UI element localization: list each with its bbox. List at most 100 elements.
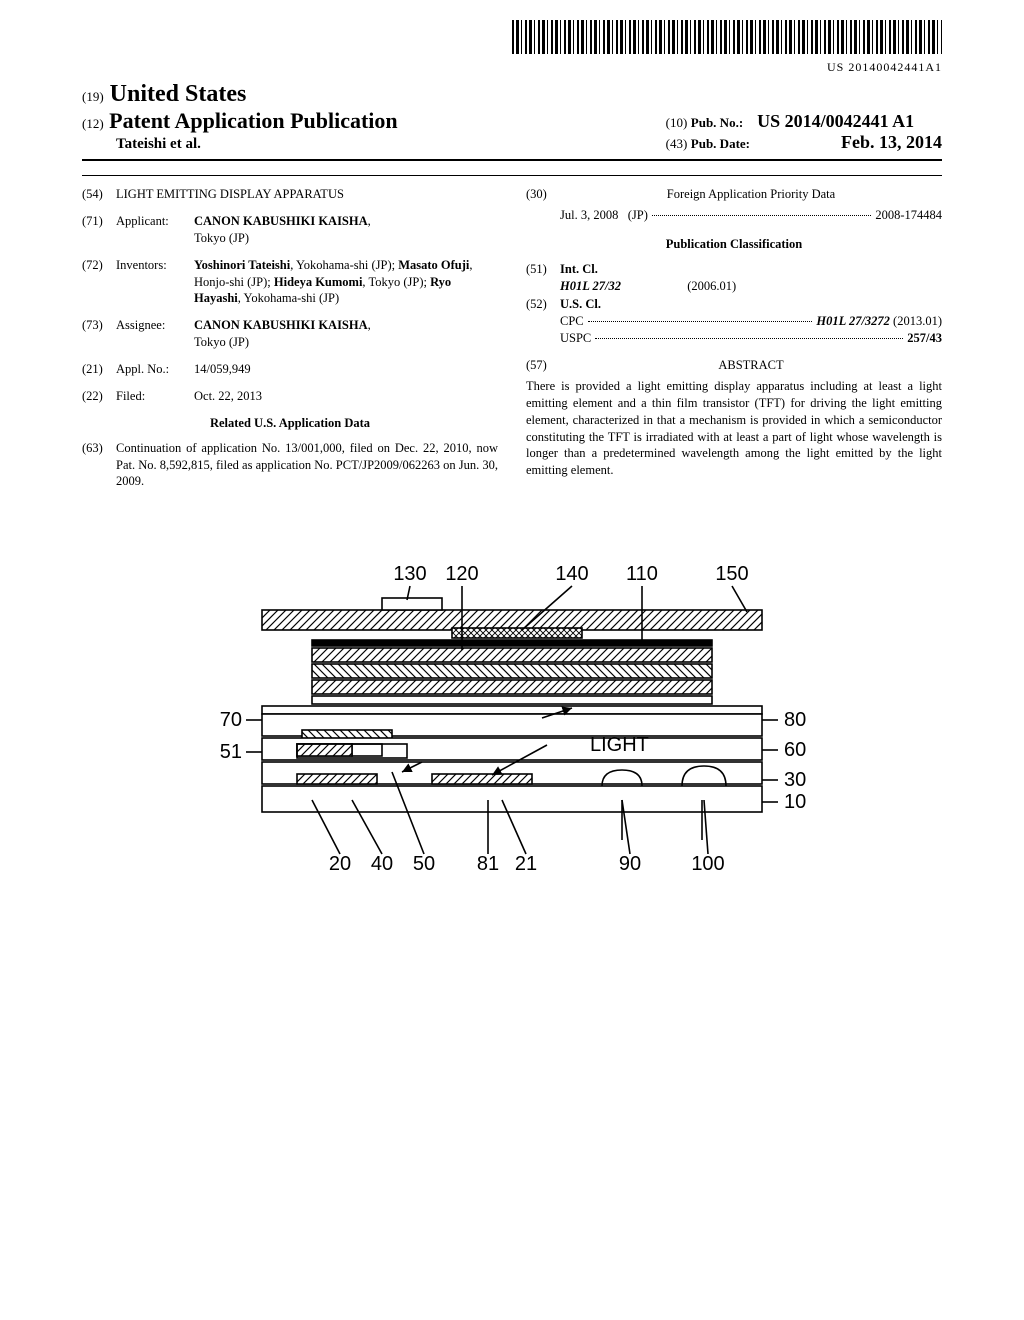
flabel-22: Filed:: [116, 388, 194, 405]
fval-21: 14/059,949: [194, 361, 498, 378]
fval-73: CANON KABUSHIKI KAISHA, Tokyo (JP): [194, 317, 498, 351]
dots-icon: [652, 215, 871, 216]
svg-text:130: 130: [393, 563, 426, 585]
uspc-row: USPC 257/43: [560, 330, 942, 347]
related-title: Related U.S. Application Data: [82, 415, 498, 432]
fnum-22: (22): [82, 388, 116, 405]
barcode-graphic: [512, 20, 942, 54]
fval-72: Yoshinori Tateishi, Yokohama-shi (JP); M…: [194, 257, 498, 308]
pubclass-title: Publication Classification: [526, 236, 942, 253]
fnum-30: (30): [526, 186, 560, 203]
code12: (12): [82, 116, 104, 131]
cpc-code: H01L 27/3272: [816, 313, 890, 330]
applicant-name: CANON KABUSHIKI KAISHA: [194, 214, 368, 228]
barcode-block: [82, 20, 942, 58]
uscl-label: U.S. Cl.: [560, 297, 601, 311]
priority-appno: 2008-174484: [875, 207, 942, 224]
field-30: (30) Foreign Application Priority Data: [526, 186, 942, 203]
svg-text:51: 51: [220, 741, 242, 763]
fnum-63: (63): [82, 440, 116, 491]
uspc-label: USPC: [560, 330, 591, 347]
header-row: (19) United States (12) Patent Applicati…: [82, 81, 942, 161]
priority-cc: (JP): [628, 207, 648, 224]
biblio-columns: (54) LIGHT EMITTING DISPLAY APPARATUS (7…: [82, 175, 942, 500]
inv1: Yoshinori Tateishi: [194, 258, 290, 272]
field-52: (52) U.S. Cl. CPC H01L 27/3272 (2013.01)…: [526, 296, 942, 347]
inv3: Hideya Kumomi: [274, 275, 363, 289]
svg-text:120: 120: [445, 563, 478, 585]
fnum-21: (21): [82, 361, 116, 378]
svg-text:20: 20: [329, 853, 351, 875]
dots-icon: [595, 338, 903, 339]
barcode-text: US 20140042441A1: [82, 60, 942, 75]
field-72: (72) Inventors: Yoshinori Tateishi, Yoko…: [82, 257, 498, 308]
uspc-code: 257/43: [907, 330, 942, 347]
pubno-label: Pub. No.:: [691, 115, 743, 130]
left-column: (54) LIGHT EMITTING DISPLAY APPARATUS (7…: [82, 186, 498, 500]
svg-text:140: 140: [555, 563, 588, 585]
intcl-label: Int. Cl.: [560, 262, 598, 276]
svg-text:60: 60: [784, 739, 806, 761]
flabel-73: Assignee:: [116, 317, 194, 351]
fnum-71: (71): [82, 213, 116, 247]
fnum-51: (51): [526, 261, 560, 295]
right-column: (30) Foreign Application Priority Data J…: [526, 186, 942, 500]
flabel-21: Appl. No.:: [116, 361, 194, 378]
fval-52: U.S. Cl. CPC H01L 27/3272 (2013.01) USPC…: [560, 296, 942, 347]
field-51: (51) Int. Cl. H01L 27/32 (2006.01): [526, 261, 942, 295]
cpc-row: CPC H01L 27/3272 (2013.01): [560, 313, 942, 330]
field-54: (54) LIGHT EMITTING DISPLAY APPARATUS: [82, 186, 498, 203]
inv3b: , Tokyo (JP);: [362, 275, 430, 289]
fval-22: Oct. 22, 2013: [194, 388, 498, 405]
svg-text:30: 30: [784, 769, 806, 791]
pubdate: Feb. 13, 2014: [841, 132, 942, 152]
title-30: Foreign Application Priority Data: [560, 186, 942, 203]
fval-51: Int. Cl. H01L 27/32 (2006.01): [560, 261, 942, 295]
fnum-73: (73): [82, 317, 116, 351]
intcl-ver: (2006.01): [687, 279, 736, 293]
field-63: (63) Continuation of application No. 13/…: [82, 440, 498, 491]
svg-text:70: 70: [220, 709, 242, 731]
pubdate-label: Pub. Date:: [691, 136, 750, 151]
field-71: (71) Applicant: CANON KABUSHIKI KAISHA, …: [82, 213, 498, 247]
code43: (43): [666, 136, 688, 151]
field-57: (57) ABSTRACT: [526, 357, 942, 374]
svg-text:10: 10: [784, 791, 806, 813]
field-73: (73) Assignee: CANON KABUSHIKI KAISHA, T…: [82, 317, 498, 351]
applicant-loc: Tokyo (JP): [194, 231, 249, 245]
fnum-57: (57): [526, 357, 560, 374]
svg-text:90: 90: [619, 853, 641, 875]
flabel-71: Applicant:: [116, 213, 194, 247]
fval-71: CANON KABUSHIKI KAISHA, Tokyo (JP): [194, 213, 498, 247]
fnum-54: (54): [82, 186, 116, 203]
assignee-name: CANON KABUSHIKI KAISHA: [194, 318, 368, 332]
country: United States: [110, 81, 247, 107]
field-21: (21) Appl. No.: 14/059,949: [82, 361, 498, 378]
assignee-loc: Tokyo (JP): [194, 335, 249, 349]
code10: (10): [666, 115, 688, 130]
flabel-72: Inventors:: [116, 257, 194, 308]
authors: Tateishi et al.: [116, 136, 398, 153]
title-57: ABSTRACT: [560, 357, 942, 374]
header-left: (19) United States (12) Patent Applicati…: [82, 81, 398, 153]
svg-text:LIGHT: LIGHT: [590, 734, 649, 756]
cpc-ver: (2013.01): [893, 313, 942, 330]
fnum-52: (52): [526, 296, 560, 347]
svg-text:50: 50: [413, 853, 435, 875]
intcl-code: H01L 27/32: [560, 279, 621, 293]
inv1b: , Yokohama-shi (JP);: [290, 258, 395, 272]
patent-figure: LIGHT13012014011015070518060301020405081…: [192, 540, 832, 900]
abstract-text: There is provided a light emitting displ…: [526, 378, 942, 479]
field-22: (22) Filed: Oct. 22, 2013: [82, 388, 498, 405]
fval-63: Continuation of application No. 13/001,0…: [116, 440, 498, 491]
dots-icon: [588, 321, 813, 322]
header-right: (10) Pub. No.: US 2014/0042441 A1 (43) P…: [666, 111, 942, 153]
priority-date: Jul. 3, 2008: [560, 207, 618, 224]
pubno: US 2014/0042441 A1: [757, 111, 914, 131]
svg-text:80: 80: [784, 709, 806, 731]
svg-text:100: 100: [691, 853, 724, 875]
svg-text:150: 150: [715, 563, 748, 585]
code19: (19): [82, 89, 104, 104]
fnum-72: (72): [82, 257, 116, 308]
priority-row: Jul. 3, 2008 (JP) 2008-174484: [560, 207, 942, 224]
